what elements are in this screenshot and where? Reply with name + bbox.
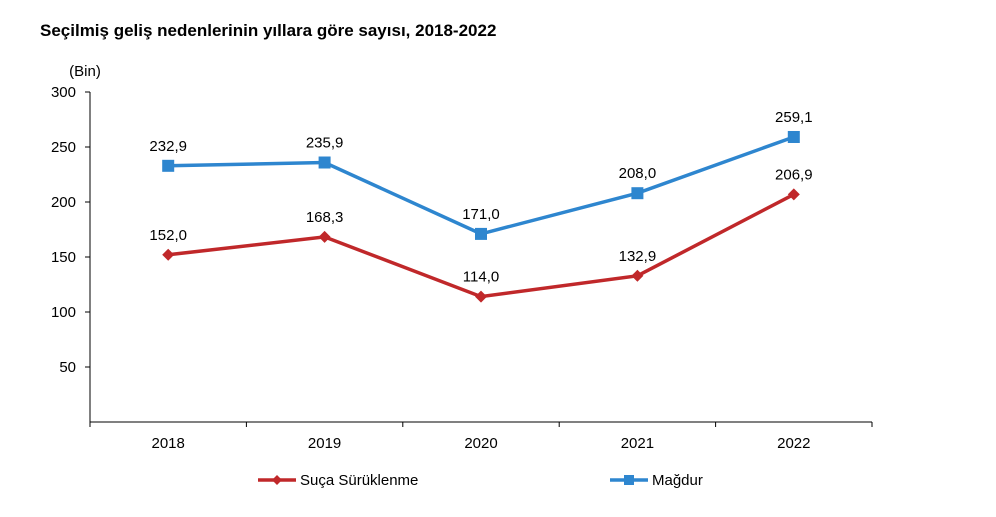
chart-title: Seçilmiş geliş nedenlerinin yıllara göre… (40, 21, 497, 40)
data-label: 208,0 (619, 165, 657, 182)
x-tick-label: 2022 (777, 435, 810, 452)
data-point (318, 156, 331, 169)
data-point (162, 159, 175, 172)
data-label: 235,9 (306, 135, 344, 152)
data-label: 232,9 (149, 138, 187, 155)
data-point (631, 187, 644, 200)
legend-marker (624, 475, 634, 485)
data-label: 114,0 (463, 269, 499, 286)
data-point (475, 290, 487, 303)
y-tick-label: 50 (59, 359, 76, 376)
data-point (787, 188, 800, 201)
y-tick-label: 150 (51, 249, 76, 266)
data-label: 168,3 (306, 209, 344, 226)
data-point (162, 248, 175, 261)
legend-marker (272, 475, 282, 485)
data-point (787, 130, 800, 143)
data-label: 259,1 (775, 109, 813, 126)
data-point (631, 269, 644, 282)
y-tick-label: 200 (51, 194, 76, 211)
data-label: 171,0 (462, 206, 500, 223)
data-label: 132,9 (619, 248, 657, 265)
legend-label: Suça Sürüklenme (300, 472, 418, 489)
data-label: 152,0 (149, 227, 187, 244)
y-tick-label: 250 (51, 139, 76, 156)
x-tick-label: 2019 (308, 435, 341, 452)
data-label: 206,9 (775, 166, 813, 183)
x-tick-label: 2021 (621, 435, 654, 452)
data-point (318, 230, 331, 243)
y-axis-unit-label: (Bin) (69, 63, 101, 80)
x-tick-label: 2020 (464, 435, 497, 452)
legend-label: Mağdur (652, 472, 703, 489)
data-point (475, 227, 487, 240)
y-tick-label: 300 (51, 84, 76, 101)
x-tick-label: 2018 (152, 435, 185, 452)
y-tick-label: 100 (51, 304, 76, 321)
